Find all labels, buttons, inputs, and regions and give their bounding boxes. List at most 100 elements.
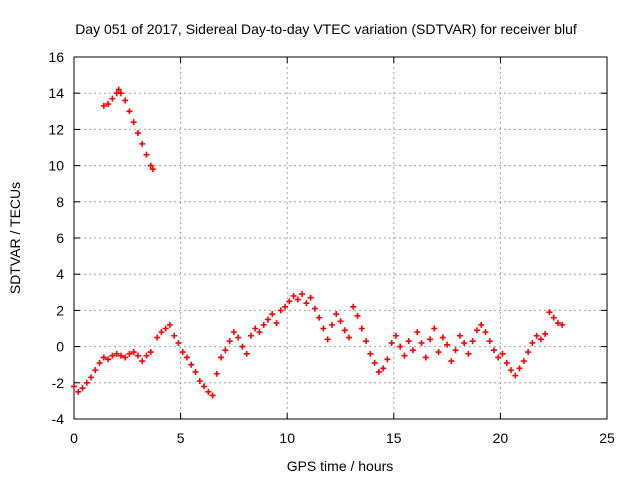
y-tick-label: -4 xyxy=(52,411,65,427)
data-point xyxy=(456,332,463,339)
data-point xyxy=(109,352,116,359)
data-point xyxy=(512,372,519,379)
data-point xyxy=(122,97,129,104)
data-point xyxy=(461,339,468,346)
data-point xyxy=(100,102,107,109)
x-tick-label: 20 xyxy=(493,430,509,446)
data-point xyxy=(554,320,561,327)
data-point xyxy=(109,95,116,102)
data-point xyxy=(218,354,225,361)
y-tick-label: 2 xyxy=(56,302,64,318)
data-point xyxy=(96,359,103,366)
data-point xyxy=(252,325,259,332)
data-point xyxy=(435,349,442,356)
data-point xyxy=(371,359,378,366)
data-point xyxy=(117,90,124,97)
data-point xyxy=(307,294,314,301)
data-point xyxy=(143,151,150,158)
data-point xyxy=(392,332,399,339)
data-point xyxy=(375,368,382,375)
data-point xyxy=(100,354,107,361)
data-point xyxy=(213,370,220,377)
data-point xyxy=(192,368,199,375)
data-point xyxy=(333,311,340,318)
data-point xyxy=(260,321,267,328)
y-tick-label: 0 xyxy=(56,339,64,355)
data-point xyxy=(350,303,357,310)
data-point xyxy=(134,130,141,137)
y-tick-label: -2 xyxy=(52,375,65,391)
data-point xyxy=(422,354,429,361)
data-point xyxy=(175,339,182,346)
data-point xyxy=(384,356,391,363)
data-point xyxy=(130,349,137,356)
data-point xyxy=(79,385,86,392)
x-tick-label: 10 xyxy=(279,430,295,446)
data-point xyxy=(115,86,122,93)
data-point xyxy=(380,365,387,372)
data-point xyxy=(320,325,327,332)
data-point xyxy=(341,327,348,334)
y-tick-label: 12 xyxy=(48,121,64,137)
data-point xyxy=(171,332,178,339)
y-tick-label: 8 xyxy=(56,194,64,210)
data-point xyxy=(201,383,208,390)
data-point xyxy=(311,305,318,312)
data-point xyxy=(130,119,137,126)
data-point xyxy=(448,358,455,365)
data-point xyxy=(139,358,146,365)
data-point xyxy=(273,320,280,327)
data-point xyxy=(414,329,421,336)
data-point xyxy=(149,166,156,173)
data-point xyxy=(431,325,438,332)
data-point xyxy=(188,361,195,368)
data-point xyxy=(328,321,335,328)
data-point xyxy=(105,356,112,363)
y-tick-label: 14 xyxy=(48,85,64,101)
data-point xyxy=(303,300,310,307)
data-point xyxy=(503,359,510,366)
data-point xyxy=(542,330,549,337)
data-point xyxy=(439,334,446,341)
x-tick-label: 15 xyxy=(386,430,402,446)
data-point xyxy=(294,296,301,303)
data-point xyxy=(83,379,90,386)
data-point xyxy=(337,318,344,325)
x-tick-label: 25 xyxy=(599,430,615,446)
data-point xyxy=(71,383,77,390)
y-tick-label: 6 xyxy=(56,230,64,246)
data-point xyxy=(491,347,498,354)
data-point xyxy=(525,349,532,356)
data-point xyxy=(324,336,331,343)
data-point xyxy=(158,329,165,336)
data-point xyxy=(478,321,485,328)
data-point xyxy=(147,162,154,169)
data-point xyxy=(117,352,124,359)
data-point xyxy=(247,332,254,339)
data-point xyxy=(235,334,242,341)
data-point xyxy=(222,347,229,354)
data-point xyxy=(230,329,237,336)
data-point xyxy=(154,334,161,341)
x-tick-label: 0 xyxy=(70,430,78,446)
data-point xyxy=(465,350,472,357)
data-point xyxy=(122,354,129,361)
y-tick-label: 10 xyxy=(48,158,64,174)
data-point xyxy=(265,316,272,323)
data-point xyxy=(286,298,293,305)
data-point xyxy=(126,108,133,115)
data-point xyxy=(452,347,459,354)
data-point xyxy=(196,377,203,384)
data-point xyxy=(166,321,173,328)
data-point xyxy=(363,338,370,345)
data-point xyxy=(495,354,502,361)
data-point xyxy=(427,336,434,343)
data-point xyxy=(469,338,476,345)
data-point xyxy=(533,332,540,339)
data-point xyxy=(147,349,154,356)
data-point xyxy=(444,341,451,348)
data-point xyxy=(92,367,99,374)
data-point xyxy=(162,325,169,332)
